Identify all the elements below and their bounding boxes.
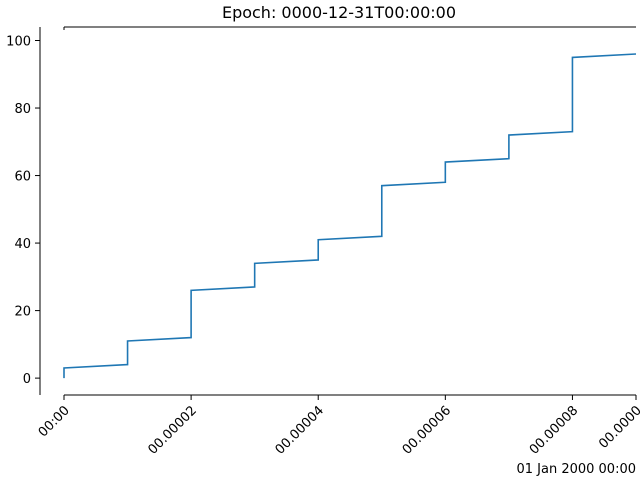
y-tick-label: 80 — [14, 102, 31, 117]
y-axis-ticks: 0 20 40 60 80 100 — [6, 35, 40, 387]
x-tick-label: 00:00 — [36, 403, 73, 440]
chart-title: Epoch: 0000-12-31T00:00:00 — [222, 3, 456, 22]
x-axis-offset-label: 01 Jan 2000 00:00 — [516, 462, 636, 477]
plot-series — [63, 53, 637, 379]
x-tick-label: 00.00002 — [145, 403, 199, 457]
x-tick-label: 00.00006 — [400, 403, 454, 457]
y-tick-label: 40 — [14, 237, 31, 252]
x-axis-ticks: 00:00 00.00002 00.00004 00.00006 00.00008 00.… — [36, 395, 640, 458]
y-tick-label: 100 — [6, 35, 31, 50]
y-tick-label: 0 — [23, 372, 31, 387]
y-tick-label: 60 — [14, 170, 31, 185]
series-line — [63, 53, 637, 379]
x-tick-label: 00.0000 — [596, 403, 640, 452]
x-tick-label: 00.00004 — [273, 403, 327, 457]
x-tick-label: 00.00008 — [527, 403, 581, 457]
y-tick-label: 20 — [14, 305, 31, 320]
